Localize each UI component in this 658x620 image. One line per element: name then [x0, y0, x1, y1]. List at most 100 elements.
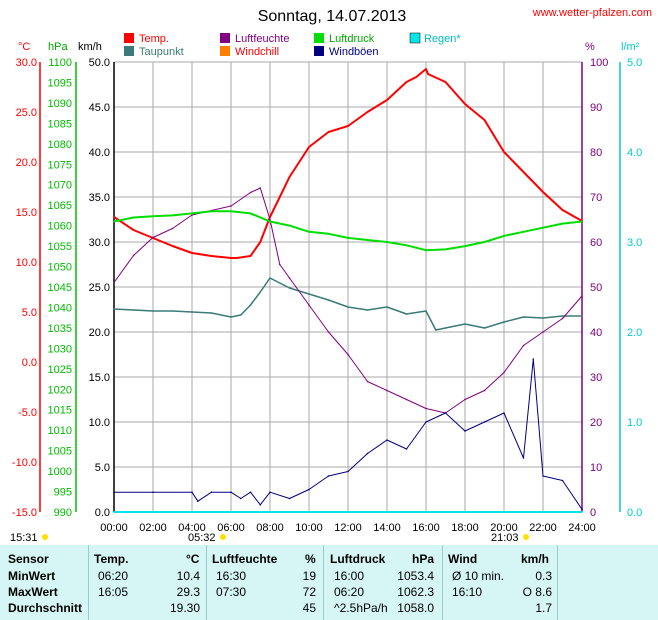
data-point-temp	[259, 241, 262, 243]
data-point-taupunkt	[230, 316, 232, 318]
legend-item-pressure: Luftdruck	[314, 33, 375, 45]
data-point-windb-en	[561, 479, 564, 482]
data-point-taupunkt	[191, 311, 193, 313]
data-point-temp	[288, 176, 291, 178]
temp-tick-label: 15.0	[16, 207, 37, 219]
rain-tick-label: 2.0	[627, 327, 642, 339]
data-point-windb-en	[230, 491, 232, 494]
data-point-luftdruck	[191, 212, 193, 215]
data-point-temp	[483, 119, 486, 121]
data-point-luftfeuchte	[269, 218, 271, 221]
legend-item-dewpoint: Taupunkt	[124, 46, 184, 58]
wind-tick-label: 10.0	[89, 417, 110, 429]
data-point-luftdruck	[581, 220, 583, 223]
x-tick-label: 18:00	[451, 522, 479, 534]
data-point-windb-en	[444, 412, 447, 414]
header-temp: Temp.	[94, 552, 129, 566]
data-point-temp	[366, 111, 369, 113]
data-point-taupunkt	[561, 315, 564, 317]
data-point-taupunkt	[581, 315, 583, 317]
humidity-tick-label: 60	[590, 237, 602, 249]
data-point-windb-en	[483, 421, 486, 423]
data-point-luftfeuchte	[386, 389, 388, 392]
sunrise-icon	[220, 534, 226, 540]
data-point-taupunkt	[239, 314, 242, 316]
legend-label-temp: Temp.	[139, 33, 169, 45]
data-point-temp	[415, 76, 418, 78]
data-point-taupunkt	[405, 313, 408, 315]
data-point-luftfeuchte	[366, 380, 369, 383]
humidity-tick-label: 80	[590, 147, 602, 159]
data-point-taupunkt	[464, 323, 466, 325]
data-point-luftdruck	[522, 230, 525, 233]
legend-item-windchill: Windchill	[220, 46, 279, 58]
table-cell: Durchschnitt	[8, 601, 83, 615]
data-point-taupunkt	[269, 277, 271, 279]
legend-swatch-humidity	[220, 33, 230, 43]
data-point-temp	[444, 81, 447, 83]
wind-tick-label: 0.0	[95, 507, 110, 519]
table-cell: 16:30	[216, 569, 247, 583]
data-point-luftfeuchte	[405, 398, 408, 401]
legend-label-dewpoint: Taupunkt	[139, 46, 184, 58]
site-link[interactable]: www.wetter-pfalzen.com	[532, 7, 652, 19]
table-divider	[442, 545, 443, 620]
data-point-temp	[230, 257, 232, 259]
data-point-temp	[464, 103, 466, 105]
data-point-luftfeuchte	[191, 214, 193, 216]
data-point-taupunkt	[444, 327, 447, 329]
data-point-temp	[427, 73, 429, 75]
sunrise-label: 05:32	[188, 532, 216, 544]
data-point-windb-en	[308, 488, 310, 491]
data-point-luftdruck	[288, 224, 291, 227]
table-cell: MaxWert	[8, 585, 58, 599]
table-cell: 19	[302, 569, 316, 583]
temp-tick-label: 30.0	[16, 57, 37, 69]
header-pressure: Luftdruck	[330, 552, 386, 566]
humidity-tick-label: 30	[590, 372, 602, 384]
data-point-luftdruck	[483, 241, 486, 243]
data-point-luftfeuchte	[132, 254, 135, 257]
legend-item-temp: Temp.	[124, 33, 169, 45]
x-tick-label: 08:00	[256, 522, 284, 534]
data-point-taupunkt	[308, 293, 310, 295]
header-temp-unit: °C	[186, 552, 200, 566]
data-point-luftfeuchte	[288, 277, 291, 279]
legend-label-windchill: Windchill	[235, 46, 279, 58]
rain-tick-label: 5.0	[627, 57, 642, 69]
data-point-luftfeuchte	[347, 353, 349, 356]
data-point-luftfeuchte	[425, 407, 427, 410]
table-cell: O 8.6	[522, 585, 552, 599]
data-point-windb-en	[191, 491, 193, 494]
plot-area: 00:00 02:00 04:00 06:00 08:00 10:00 12:00 14:00…	[12, 57, 642, 534]
data-point-temp	[220, 256, 223, 258]
x-tick-label: 14:00	[373, 522, 401, 534]
data-point-taupunkt	[288, 287, 291, 289]
table-cell: 0.3	[535, 569, 552, 583]
wind-unit-label: km/h	[78, 41, 102, 53]
data-point-windb-en	[425, 421, 427, 423]
pressure-tick-label: 990	[54, 507, 72, 519]
humidity-unit-label: %	[585, 41, 595, 53]
x-tick-label: 00:00	[100, 522, 128, 534]
table-cell: 16:05	[98, 585, 129, 599]
data-point-luftdruck	[425, 249, 427, 251]
x-tick-label: 04:00	[178, 522, 206, 534]
pressure-tick-label: 1035	[48, 323, 72, 335]
rain-unit-label: l/m²	[621, 41, 640, 53]
sunset-icon	[523, 534, 529, 540]
pressure-tick-label: 1090	[48, 98, 72, 110]
wind-tick-label: 15.0	[89, 372, 110, 384]
rain-tick-label: 3.0	[627, 237, 642, 249]
table-cell: 1053.4	[397, 569, 434, 583]
data-point-luftfeuchte	[249, 191, 252, 194]
data-point-luftfeuchte	[278, 263, 281, 266]
data-point-luftdruck	[444, 248, 447, 251]
pressure-tick-label: 1005	[48, 446, 72, 458]
pressure-tick-label: 1020	[48, 384, 72, 396]
data-point-temp	[405, 81, 408, 83]
rain-tick-label: 1.0	[627, 417, 642, 429]
data-point-temp	[113, 216, 115, 218]
temp-tick-label: 25.0	[16, 107, 37, 119]
wind-tick-label: 5.0	[95, 462, 110, 474]
